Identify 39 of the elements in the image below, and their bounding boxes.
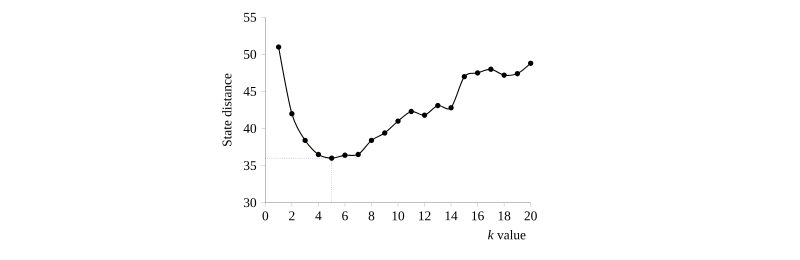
x-tick-label: 8 bbox=[368, 211, 374, 220]
x-tick-label: 18 bbox=[498, 211, 510, 220]
point bbox=[488, 66, 494, 72]
point bbox=[408, 108, 414, 114]
point bbox=[276, 44, 282, 50]
point bbox=[302, 138, 308, 144]
y-tick-label: 40 bbox=[244, 124, 256, 134]
point bbox=[395, 118, 401, 124]
point bbox=[316, 152, 322, 158]
y-tick-label: 30 bbox=[244, 198, 256, 208]
point bbox=[528, 60, 534, 66]
point bbox=[514, 71, 520, 76]
x-axis-title: k value bbox=[488, 230, 526, 240]
x-tick-label: 6 bbox=[342, 211, 348, 220]
point bbox=[382, 130, 388, 136]
point bbox=[329, 156, 334, 161]
x-tick-label: 2 bbox=[289, 211, 294, 220]
point bbox=[474, 70, 480, 76]
y-tick-label: 45 bbox=[244, 87, 256, 96]
point bbox=[422, 112, 428, 118]
y-tick-label: 50 bbox=[244, 50, 256, 59]
x-tick-label: 4 bbox=[315, 211, 322, 220]
x-tick-label: 16 bbox=[472, 211, 484, 220]
point bbox=[368, 138, 374, 144]
point bbox=[356, 152, 361, 158]
y-axis-title: State distance bbox=[222, 74, 232, 146]
point bbox=[342, 152, 348, 158]
point bbox=[501, 72, 507, 78]
point bbox=[435, 102, 440, 108]
x-tick-label: 14 bbox=[446, 211, 458, 220]
y-tick-label: 55 bbox=[244, 12, 256, 22]
x-tick-label: 10 bbox=[392, 211, 404, 220]
y-tick-label: 35 bbox=[244, 161, 256, 170]
x-tick-label: 20 bbox=[524, 211, 537, 220]
point bbox=[462, 74, 467, 80]
point bbox=[448, 105, 454, 110]
point bbox=[289, 111, 295, 116]
x-tick-label: 12 bbox=[419, 211, 430, 220]
x-tick-label: 0 bbox=[262, 211, 268, 220]
